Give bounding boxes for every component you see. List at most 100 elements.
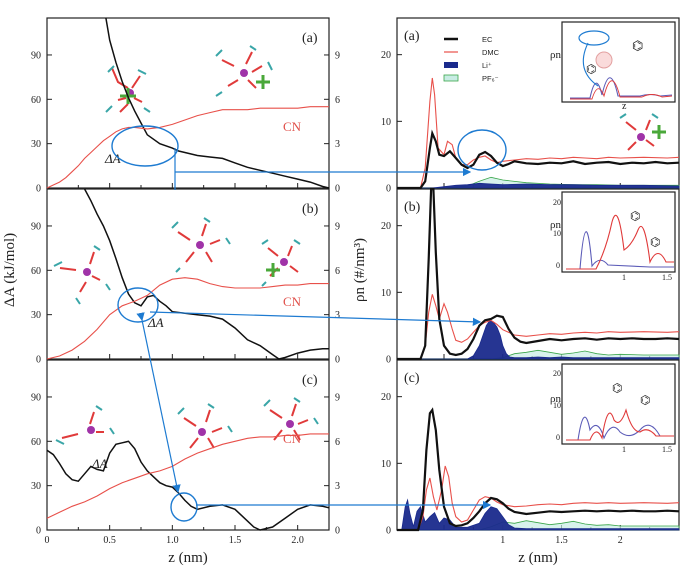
left-y-axis-title: ΔA (kJ/mol) (2, 233, 18, 307)
highlight-ellipse-left-a (111, 125, 179, 167)
legend-li-label: Li⁺ (482, 61, 492, 70)
chart-content: 0306090036901020030609003690102003060900… (31, 17, 680, 546)
left-x-axis-title: z (nm) (168, 550, 208, 566)
inset-c-xtick-1-5: 1.5 (662, 445, 672, 454)
inset-c-ylabel: ρn (550, 393, 561, 405)
right-ytick-label: 9 (335, 221, 340, 232)
right-panel-c-tag: (c) (404, 371, 420, 386)
right-ytick-label: 0 (335, 526, 340, 537)
right-panel-b-tag: (b) (404, 200, 421, 215)
rho-ytick-label: 10 (381, 288, 391, 299)
da-label-a: ΔA (104, 151, 121, 166)
free-energy-curve (105, 17, 330, 189)
inset-c-frame (561, 363, 676, 445)
inset-a-pink-circle (595, 51, 613, 69)
molecule-glyph-c1: ⌬ (612, 381, 622, 395)
free-energy-curve (83, 188, 329, 360)
inset-b-ytick-20: 20 (553, 198, 561, 207)
li-density-area (397, 182, 680, 189)
molecule-glyph-a2: ⌬ (632, 38, 643, 53)
cn-label-a: CN (283, 119, 302, 134)
cluster-left-c1 (55, 405, 115, 445)
rho-ytick-label: 20 (381, 50, 391, 61)
right-panel-a-tag: (a) (404, 29, 420, 44)
li-density-area (397, 319, 680, 360)
pf6-density-area (397, 349, 680, 360)
dmc-density-curve (397, 77, 680, 189)
rho-ytick-label: 0 (386, 355, 391, 366)
left-ytick-label: 60 (31, 95, 41, 106)
left-ytick-label: 90 (31, 50, 41, 61)
rho-xtick-label: 2 (618, 535, 623, 546)
connector-arrows (136, 148, 492, 510)
legend-li-swatch (444, 62, 458, 68)
left-xtick-label: 0.5 (103, 535, 116, 546)
right-ytick-label: 6 (335, 95, 340, 106)
inset-a-arrow (582, 42, 599, 87)
arrow-b-c (136, 312, 181, 494)
left-ytick-label: 0 (36, 184, 41, 195)
left-ytick-label: 30 (31, 481, 41, 492)
right-ytick-label: 3 (335, 139, 340, 150)
legend-ec-label: EC (482, 35, 493, 44)
molecule-glyph-b1: ⌬ (630, 209, 640, 223)
inset-a-ylabel: ρn (550, 49, 561, 61)
inset-a-curve-2 (570, 80, 673, 100)
cluster-left-c2 (177, 403, 233, 449)
da-label-c: ΔA (91, 456, 108, 471)
ec-density-curve (397, 129, 680, 190)
left-xtick-label: 2.0 (291, 535, 304, 546)
left-panel-a-frame (46, 17, 330, 189)
da-label-b: ΔA (147, 315, 164, 330)
cn-label-b: CN (283, 294, 302, 309)
dmc-density-curve (397, 465, 680, 531)
dmc-density-curve (397, 294, 680, 360)
rho-xtick-label: 1 (500, 535, 505, 546)
inset-b-ytick-0: 0 (556, 261, 560, 270)
cluster-left-b3 (261, 239, 301, 287)
coordination-number-curve (46, 277, 329, 360)
legend-pf6-swatch (443, 74, 459, 82)
rho-xtick-label: 1.5 (555, 535, 568, 546)
left-ytick-label: 0 (36, 526, 41, 537)
inset-c-ytick-0: 0 (556, 433, 560, 442)
inset-a-highlight-ellipse (578, 30, 610, 46)
left-panel-b-tag: (b) (302, 202, 319, 217)
left-xtick-label: 1.0 (166, 535, 179, 546)
right-x-axis-title: z (nm) (518, 550, 558, 566)
legend: EC DMC Li⁺ PF₆⁻ (436, 32, 516, 90)
right-ytick-label: 9 (335, 50, 340, 61)
left-panel-a-tag: (a) (302, 31, 318, 46)
left-xtick-label: 1.5 (229, 535, 242, 546)
left-panel-c-tag: (c) (302, 373, 318, 388)
inset-b-curve-1 (566, 231, 674, 270)
right-ytick-label: 6 (335, 437, 340, 448)
inset-b-ytick-10: 10 (553, 229, 561, 238)
right-ytick-label: 6 (335, 266, 340, 277)
legend-pf6-label: PF₆⁻ (482, 74, 499, 83)
molecule-glyph-b2: ⌬ (650, 235, 660, 249)
inset-b: ρn 20 10 0 1 1.5 ⌬ ⌬ (550, 191, 676, 282)
inset-a-xlabel: z (622, 101, 627, 112)
inset-a: ρn z ⌬ ⌬ (550, 21, 676, 112)
right-ytick-label: 3 (335, 481, 340, 492)
left-ytick-label: 60 (31, 266, 41, 277)
inset-c: ρn 20 10 0 1 1.5 ⌬ ⌬ (550, 363, 676, 454)
ec-density-curve (397, 187, 680, 361)
arrow-b (149, 311, 482, 326)
left-xtick-label: 0 (45, 535, 50, 546)
ec-density-curve (397, 407, 680, 532)
cluster-left-a2 (215, 45, 273, 97)
right-ytick-label: 3 (335, 310, 340, 321)
inset-a-frame (561, 21, 676, 103)
right-ytick-label: 9 (335, 392, 340, 403)
left-ytick-label: 30 (31, 310, 41, 321)
left-ytick-label: 0 (36, 355, 41, 366)
highlight-ellipse-right-a (457, 129, 507, 171)
rho-ytick-label: 20 (381, 221, 391, 232)
coordination-number-curve (46, 433, 329, 519)
right-y-axis-title: ρn (#/nm³) (352, 238, 368, 302)
rho-ytick-label: 20 (381, 392, 391, 403)
molecule-glyph-c2: ⌬ (640, 393, 650, 407)
